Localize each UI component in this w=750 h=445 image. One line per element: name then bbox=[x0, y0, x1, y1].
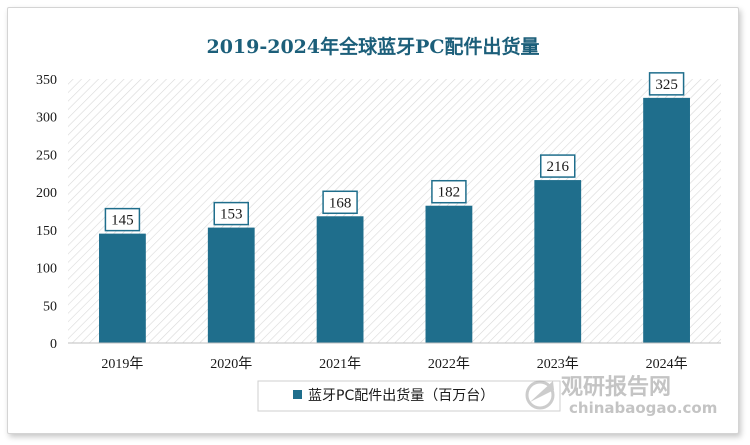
bar bbox=[316, 216, 364, 343]
bar bbox=[534, 180, 582, 343]
chart-title: 2019-2024年全球蓝牙PC配件出货量 bbox=[206, 35, 539, 58]
watermark-logo-icon bbox=[525, 380, 555, 410]
x-tick-label: 2019年 bbox=[101, 356, 143, 372]
plot-area bbox=[68, 79, 721, 343]
y-tick-label: 150 bbox=[36, 224, 57, 239]
data-label: 325 bbox=[655, 77, 678, 93]
y-tick-label: 300 bbox=[36, 111, 57, 126]
watermark-name: 观研报告网 bbox=[561, 375, 671, 400]
data-label-box bbox=[431, 179, 467, 204]
data-label-box bbox=[322, 190, 358, 215]
y-axis: 0 50 100 150 200 250 300 350 bbox=[36, 73, 57, 352]
y-tick-label: 350 bbox=[36, 73, 57, 88]
data-label-box bbox=[213, 201, 249, 226]
legend-box bbox=[257, 380, 561, 412]
chart-card: 2019-2024年全球蓝牙PC配件出货量 0 50 100 150 200 250 300… bbox=[7, 7, 739, 434]
x-tick-label: 2022年 bbox=[428, 356, 470, 372]
legend-swatch bbox=[293, 390, 302, 399]
bar-chart: 2019-2024年全球蓝牙PC配件出货量 0 50 100 150 200 250 300… bbox=[36, 35, 721, 417]
watermark: 观研报告网 chinabaogao.com bbox=[525, 375, 717, 417]
y-tick-label: 0 bbox=[50, 337, 57, 352]
data-label: 182 bbox=[438, 185, 461, 201]
data-label: 216 bbox=[547, 159, 570, 175]
data-label-box bbox=[540, 154, 576, 178]
data-labels: 145 153 168 182 216 325 bbox=[104, 72, 685, 232]
x-tick-label: 2024年 bbox=[646, 356, 688, 372]
bar bbox=[425, 205, 473, 343]
y-tick-label: 200 bbox=[36, 186, 57, 201]
bar bbox=[643, 97, 690, 343]
x-tick-label: 2021年 bbox=[319, 356, 361, 372]
bar bbox=[99, 233, 146, 343]
y-tick-label: 250 bbox=[36, 148, 57, 163]
data-label-box bbox=[648, 72, 685, 96]
y-tick-label: 100 bbox=[36, 262, 57, 277]
x-axis: 2019年 2020年 2021年 2022年 2023年 2024年 bbox=[68, 342, 721, 372]
legend-label: 蓝牙PC配件出货量（百万台） bbox=[308, 387, 494, 404]
data-label: 145 bbox=[111, 213, 134, 229]
data-label-box bbox=[104, 207, 141, 232]
watermark-url: chinabaogao.com bbox=[569, 399, 717, 417]
x-tick-label: 2023年 bbox=[537, 356, 579, 372]
data-label: 168 bbox=[329, 195, 352, 211]
x-tick-label: 2020年 bbox=[210, 356, 252, 372]
bar bbox=[207, 227, 255, 343]
data-label: 153 bbox=[220, 207, 243, 223]
y-tick-label: 50 bbox=[43, 299, 57, 314]
bar-series bbox=[99, 97, 690, 343]
